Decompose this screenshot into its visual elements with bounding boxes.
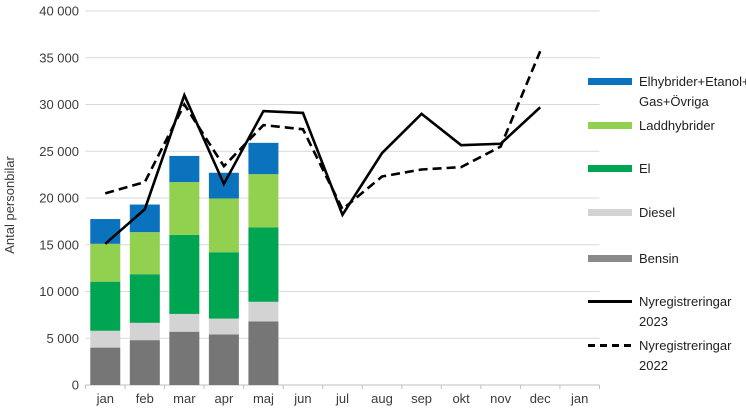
legend-item-nyregistreringar-2023: Nyregistreringar 2023 [588,292,731,332]
bar-el-mar [169,234,200,314]
x-axis-label-jun: jun [293,391,311,406]
bar-diesel-maj [248,301,279,322]
bar-el-maj [248,227,279,302]
bar-laddhybrider-apr [208,198,239,253]
legend-label-elhybrider-etanol-gas-ovriga: Elhybrider+Etanol+ Gas+Övriga [639,74,746,109]
x-axis-label-jan: jan [570,391,588,406]
bar-bensin-feb [129,340,160,385]
legend-label-laddhybrider: Laddhybrider [639,118,715,133]
legend-item-nyregistreringar-2022: Nyregistreringar 2022 [588,336,731,376]
legend-item-diesel: Diesel [588,203,675,223]
bar-bensin-apr [208,334,239,385]
y-axis-title: Antal personbilar [2,156,17,254]
x-axis-label-aug: aug [371,391,393,406]
bar-diesel-apr [208,318,239,335]
bar-elhybrider-etanol-gas-ovriga-jan [90,219,121,244]
bar-bensin-jan [90,347,121,385]
legend-label-bensin: Bensin [639,251,679,266]
line-series-group [104,50,542,245]
bar-diesel-feb [129,322,160,341]
bar-diesel-jan [90,330,121,348]
legend-swatch-el [588,165,632,172]
bar-el-jan [90,281,121,331]
bar-elhybrider-etanol-gas-ovriga-mar [169,155,200,183]
bar-el-apr [208,252,239,319]
legend-swatch-bensin [588,255,632,262]
axis-labels: 0 5 000 10 000 15 000 20 000 25 000 30 000 35 0… [2,4,588,407]
y-tick-label: 30 000 [39,97,79,112]
legend-dashed-line-icon [588,344,632,347]
legend-label-diesel: Diesel [639,205,676,220]
bar-el-feb [129,274,160,323]
x-axis-label-sep: sep [411,391,432,406]
legend-item-bensin: Bensin [588,249,679,269]
x-axis-label-mar: mar [173,391,196,406]
x-axis-label-dec: dec [530,391,551,406]
legend-label-nyregistreringar-2022: Nyregistreringar 2022 [639,338,732,373]
bar-elhybrider-etanol-gas-ovriga-maj [248,142,279,175]
legend-item-el: El [588,159,651,179]
x-axis-label-apr: apr [214,391,233,406]
y-tick-label: 20 000 [39,191,79,206]
legend-swatch-elhybrider-etanol-gas-ovriga [588,78,632,85]
x-axis-label-maj: maj [253,391,274,406]
legend-item-laddhybrider: Laddhybrider [588,116,715,136]
legend-label-el: El [639,161,651,176]
bar-laddhybrider-maj [248,174,279,228]
line-nyregistreringar-2022 [104,50,542,212]
bar-diesel-mar [169,313,200,332]
bar-bensin-maj [248,321,279,385]
bar-series-group [90,142,279,385]
x-axis-label-okt: okt [452,391,470,406]
bar-laddhybrider-feb [129,232,160,275]
legend-swatch-laddhybrider [588,122,632,129]
bar-laddhybrider-jan [90,243,121,282]
legend: Elhybrider+Etanol+ Gas+Övriga Laddhybride… [588,0,746,419]
y-tick-label: 15 000 [39,237,79,252]
legend-item-elhybrider-etanol-gas-ovriga: Elhybrider+Etanol+ Gas+Övriga [588,72,746,112]
y-tick-label: 25 000 [39,144,79,159]
legend-solid-line-icon [588,300,632,303]
bar-laddhybrider-mar [169,182,200,235]
legend-label-nyregistreringar-2023: Nyregistreringar 2023 [639,294,732,329]
line-nyregistreringar-2023 [104,91,542,245]
y-tick-label: 0 [72,378,79,393]
y-tick-label: 35 000 [39,50,79,65]
y-tick-label: 5 000 [46,331,79,346]
gridlines [85,10,600,389]
bar-bensin-mar [169,331,200,385]
x-axis-label-jan: jan [96,391,114,406]
x-axis-label-jul: jul [335,391,349,406]
y-tick-label: 40 000 [39,4,79,19]
x-axis-label-nov: nov [490,391,511,406]
y-tick-label: 10 000 [39,284,79,299]
legend-swatch-diesel [588,209,632,216]
x-axis-label-feb: feb [136,391,154,406]
